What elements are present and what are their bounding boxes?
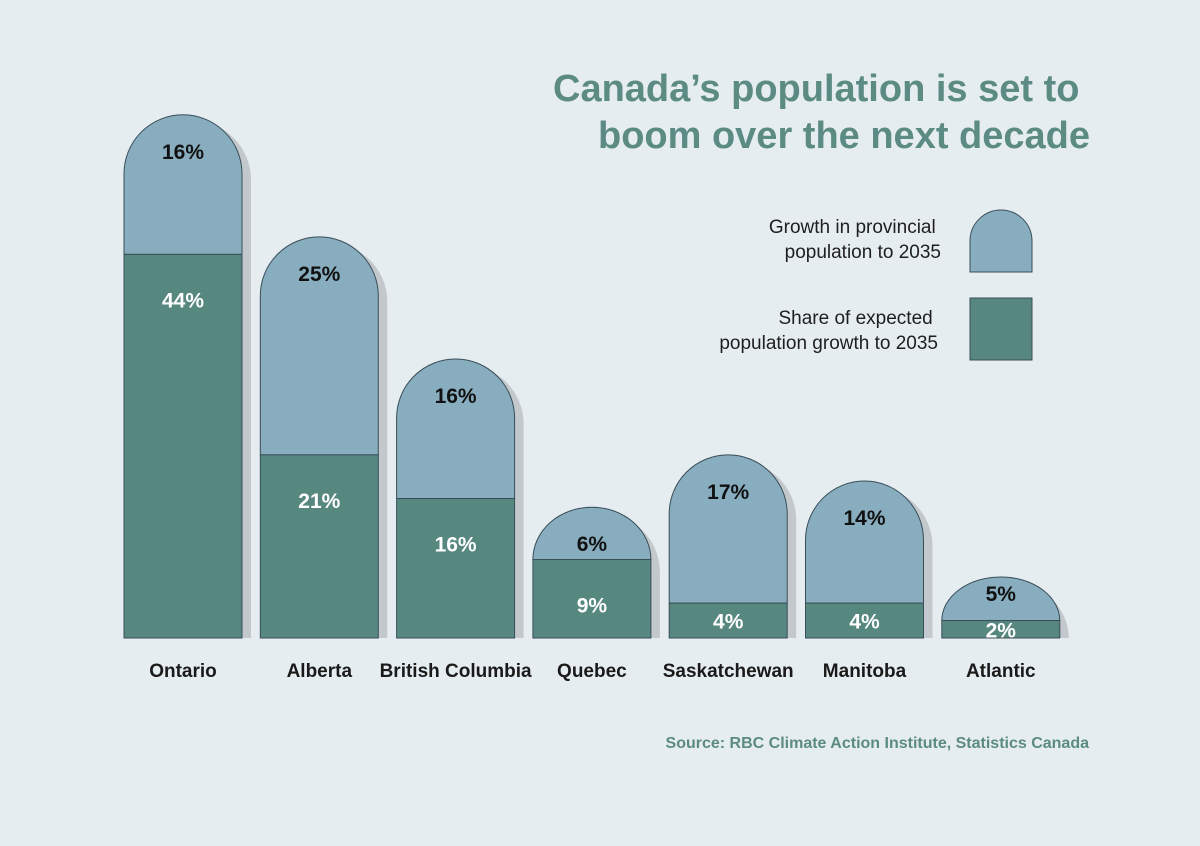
title-line-2: boom over the next decade [598, 115, 1090, 157]
bars [123, 114, 1061, 639]
category-label-alberta: Alberta [287, 661, 353, 682]
bar-share-quebec [532, 559, 652, 639]
category-label-manitoba: Manitoba [823, 661, 907, 682]
bar-growth-atlantic [941, 576, 1061, 622]
label-share-manitoba: 4% [849, 611, 880, 634]
bar-share-atlantic [941, 620, 1061, 639]
legend-share-label: Share of expected population growth to 2… [719, 308, 938, 354]
legend: Growth in provincial population to 2035 … [719, 209, 1033, 361]
label-share-alberta: 21% [298, 490, 340, 513]
label-share-quebec: 9% [577, 595, 608, 618]
bar-share-saskatchewan [668, 602, 788, 639]
label-share-atlantic: 2% [986, 619, 1017, 642]
bar-share-manitoba [805, 602, 924, 639]
legend-share-line-1: Share of expected [779, 308, 933, 329]
bar-growth-alberta [259, 236, 379, 456]
source-note: Source: RBC Climate Action Institute, St… [666, 735, 1090, 752]
bar-growth-ontario [123, 114, 243, 255]
category-label-quebec: Quebec [557, 661, 627, 682]
label-growth-saskatchewan: 17% [707, 481, 749, 504]
category-labels: Ontario Alberta British Columbia Quebec Sask… [149, 661, 1036, 682]
bar-share-ontario [123, 253, 243, 639]
legend-swatch-share [969, 297, 1033, 361]
bar-growth-quebec [532, 506, 652, 561]
title-line-1: Canada’s population is set to [553, 68, 1079, 110]
category-label-british-columbia: British Columbia [380, 661, 532, 682]
bar-share-british-columbia [396, 497, 516, 639]
label-growth-atlantic: 5% [986, 583, 1017, 606]
legend-growth-label: Growth in provincial population to 2035 [769, 217, 941, 263]
category-label-atlantic: Atlantic [966, 661, 1036, 682]
category-label-saskatchewan: Saskatchewan [663, 661, 794, 682]
label-share-saskatchewan: 4% [713, 611, 744, 634]
category-label-ontario: Ontario [149, 661, 217, 682]
value-labels: 16% 44% 25% 21% 16% 16% 6% 9% 17% 4% 14% 4% 5% 2% [162, 141, 1016, 642]
bar-growth-manitoba [805, 480, 924, 604]
label-growth-ontario: 16% [162, 141, 204, 164]
legend-growth-line-1: Growth in provincial [769, 217, 936, 238]
label-growth-quebec: 6% [577, 533, 608, 556]
bar-growth-saskatchewan [668, 454, 788, 604]
legend-swatch-growth [969, 209, 1033, 273]
label-growth-british-columbia: 16% [435, 385, 477, 408]
legend-share-line-2: population growth to 2035 [719, 333, 938, 354]
legend-growth-line-2: population to 2035 [785, 242, 941, 263]
label-share-british-columbia: 16% [435, 533, 477, 556]
label-growth-manitoba: 14% [843, 507, 885, 530]
label-growth-alberta: 25% [298, 263, 340, 286]
label-share-ontario: 44% [162, 289, 204, 312]
bar-growth-british-columbia [396, 358, 516, 499]
chart-title: Canada’s population is set to boom over … [553, 68, 1090, 157]
bar-share-alberta [259, 454, 379, 639]
